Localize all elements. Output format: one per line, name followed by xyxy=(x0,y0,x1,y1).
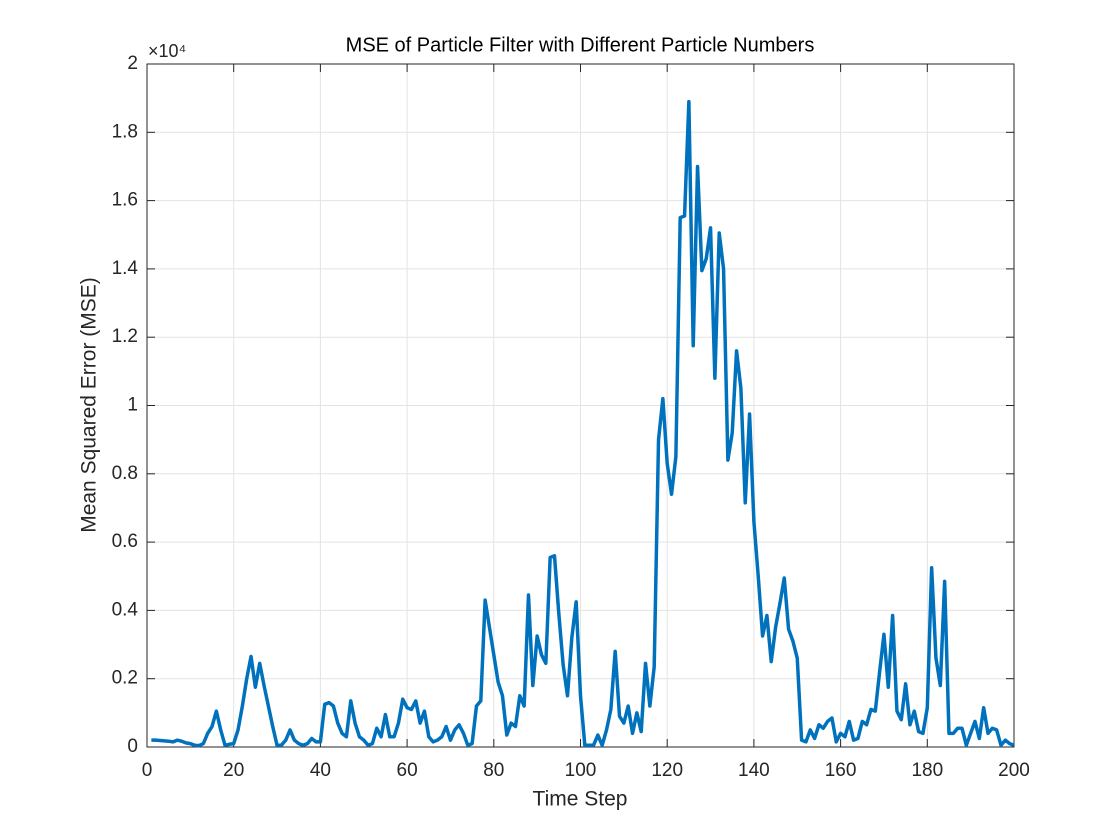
x-tick-label: 20 xyxy=(223,760,244,781)
x-tick-label: 120 xyxy=(651,760,683,781)
y-tick-label: 1.8 xyxy=(112,121,138,142)
y-tick-label: 2 xyxy=(127,53,138,74)
y-tick-label: 1 xyxy=(127,395,138,416)
x-tick-label: 140 xyxy=(738,760,770,781)
x-tick-label: 100 xyxy=(565,760,597,781)
y-axis-label: Mean Squared Error (MSE) xyxy=(78,277,101,533)
x-tick-label: 0 xyxy=(142,760,153,781)
x-tick-label: 160 xyxy=(825,760,857,781)
x-tick-label: 60 xyxy=(397,760,418,781)
y-tick-label: 1.4 xyxy=(112,258,139,279)
x-tick-label: 200 xyxy=(998,760,1030,781)
y-multiplier: ×10⁴ xyxy=(148,41,186,61)
y-tick-label: 0.2 xyxy=(112,668,138,689)
plot-frame xyxy=(146,63,1015,748)
x-tick-label: 180 xyxy=(911,760,943,781)
y-tick-label: 0 xyxy=(127,736,138,757)
y-tick-label: 0.8 xyxy=(112,463,138,484)
y-tick-label: 1.2 xyxy=(112,326,138,347)
y-tick-label: 0.4 xyxy=(112,599,139,620)
x-tick-label: 80 xyxy=(483,760,504,781)
x-tick-label: 40 xyxy=(310,760,331,781)
y-tick-label: 0.6 xyxy=(112,531,138,552)
y-tick-label: 1.6 xyxy=(112,190,138,211)
data-line xyxy=(151,99,1015,748)
chart-title: MSE of Particle Filter with Different Pa… xyxy=(346,34,815,56)
x-axis-label: Time Step xyxy=(533,788,628,811)
